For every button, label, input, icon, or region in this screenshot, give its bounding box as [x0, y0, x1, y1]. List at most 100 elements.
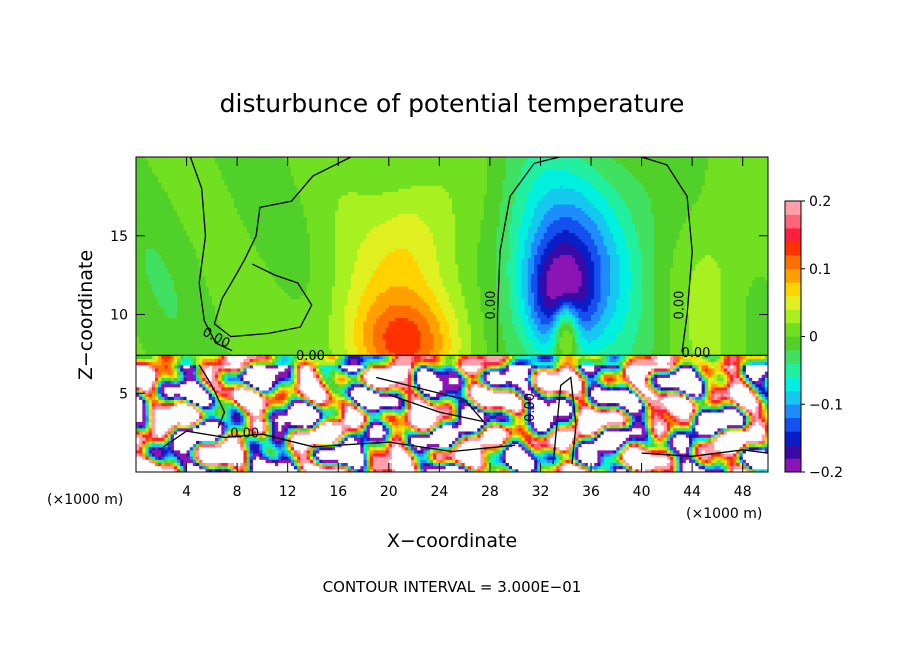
heatmap-cell — [151, 443, 156, 448]
heatmap-cell — [670, 462, 674, 467]
heatmap-cell — [717, 409, 721, 413]
heatmap-cell — [350, 434, 355, 438]
heatmap-cell — [398, 424, 402, 429]
heatmap-cell — [698, 402, 703, 407]
heatmap-cell — [647, 453, 652, 457]
heatmap-cell — [391, 434, 396, 438]
heatmap-cell — [290, 453, 295, 457]
heatmap-cell — [215, 459, 219, 463]
heatmap-cell — [414, 443, 418, 448]
heatmap-cell — [518, 399, 522, 404]
heatmap-cell — [328, 396, 333, 400]
heatmap-cell — [290, 431, 295, 435]
heatmap-cell — [512, 453, 516, 457]
heatmap-cell — [363, 415, 368, 419]
heatmap-cell — [164, 421, 168, 426]
heatmap-cell — [271, 462, 276, 467]
heatmap-cell — [518, 427, 522, 432]
heatmap-cell — [540, 440, 545, 445]
heatmap-cell — [151, 431, 156, 435]
heatmap-cell — [290, 393, 295, 397]
heatmap-cell — [256, 456, 260, 460]
heatmap-cell — [420, 405, 424, 410]
heatmap-cell — [695, 421, 699, 426]
heatmap-cell — [739, 418, 744, 422]
heatmap-cell — [572, 437, 576, 441]
heatmap-cell — [388, 402, 393, 407]
heatmap-cell — [388, 465, 393, 470]
heatmap-cell — [521, 446, 526, 451]
heatmap-cell — [395, 405, 399, 410]
heatmap-cell — [167, 449, 172, 454]
heatmap-cell — [486, 427, 491, 432]
heatmap-cell — [373, 462, 377, 467]
heatmap-cell — [745, 412, 750, 416]
heatmap-cell — [682, 453, 687, 457]
heatmap-cell — [268, 405, 273, 410]
heatmap-cell — [331, 431, 336, 435]
heatmap-cell — [391, 424, 396, 429]
heatmap-cell — [360, 440, 364, 445]
heatmap-cell — [335, 440, 339, 445]
heatmap-cell — [562, 437, 567, 441]
heatmap-cell — [158, 459, 162, 463]
heatmap-cell — [647, 440, 652, 445]
heatmap-cell — [148, 431, 153, 435]
heatmap-cell — [246, 449, 251, 454]
heatmap-cell — [616, 446, 620, 451]
heatmap-cell — [562, 412, 567, 416]
heatmap-cell — [695, 465, 699, 470]
heatmap-cell — [758, 409, 763, 413]
heatmap-cell — [600, 427, 605, 432]
heatmap-cell — [278, 415, 282, 419]
heatmap-cell — [711, 449, 715, 454]
heatmap-cell — [486, 437, 491, 441]
heatmap-cell — [300, 449, 304, 454]
heatmap-cell — [341, 405, 345, 410]
heatmap-cell — [559, 402, 563, 407]
heatmap-cell — [701, 415, 706, 419]
heatmap-cell — [733, 399, 737, 404]
heatmap-cell — [382, 462, 387, 467]
heatmap-cell — [603, 456, 608, 460]
heatmap-cell — [227, 465, 232, 470]
heatmap-cell — [148, 424, 153, 429]
heatmap-cell — [180, 459, 184, 463]
heatmap-cell — [556, 453, 560, 457]
heatmap-cell — [730, 434, 734, 438]
heatmap-cell — [556, 393, 560, 397]
heatmap-cell — [701, 440, 706, 445]
heatmap-cell — [401, 396, 405, 400]
heatmap-cell — [401, 437, 405, 441]
heatmap-cell — [698, 396, 703, 400]
heatmap-cell — [676, 459, 680, 463]
heatmap-cell — [496, 443, 500, 448]
heatmap-cell — [486, 424, 491, 429]
heatmap-cell — [173, 409, 178, 413]
heatmap-cell — [373, 456, 377, 460]
heatmap-cell — [527, 453, 532, 457]
heatmap-cell — [512, 393, 516, 397]
heatmap-cell — [252, 396, 257, 400]
heatmap-cell — [752, 396, 756, 400]
heatmap-cell — [679, 421, 684, 426]
heatmap-cell — [373, 412, 377, 416]
heatmap-cell — [698, 459, 703, 463]
heatmap-cell — [689, 427, 693, 432]
heatmap-cell — [360, 393, 364, 397]
heatmap-cell — [347, 446, 352, 451]
heatmap-cell — [404, 402, 409, 407]
heatmap-cell — [208, 446, 213, 451]
heatmap-cell — [395, 437, 399, 441]
heatmap-cell — [246, 431, 251, 435]
heatmap-cell — [489, 418, 494, 422]
heatmap-cell — [635, 415, 639, 419]
heatmap-cell — [262, 412, 266, 416]
heatmap-cell — [309, 396, 314, 400]
heatmap-cell — [423, 396, 428, 400]
heatmap-cell — [312, 418, 317, 422]
heatmap-cell — [723, 443, 728, 448]
heatmap-cell — [268, 449, 273, 454]
heatmap-cell — [414, 421, 418, 426]
heatmap-cell — [429, 434, 434, 438]
